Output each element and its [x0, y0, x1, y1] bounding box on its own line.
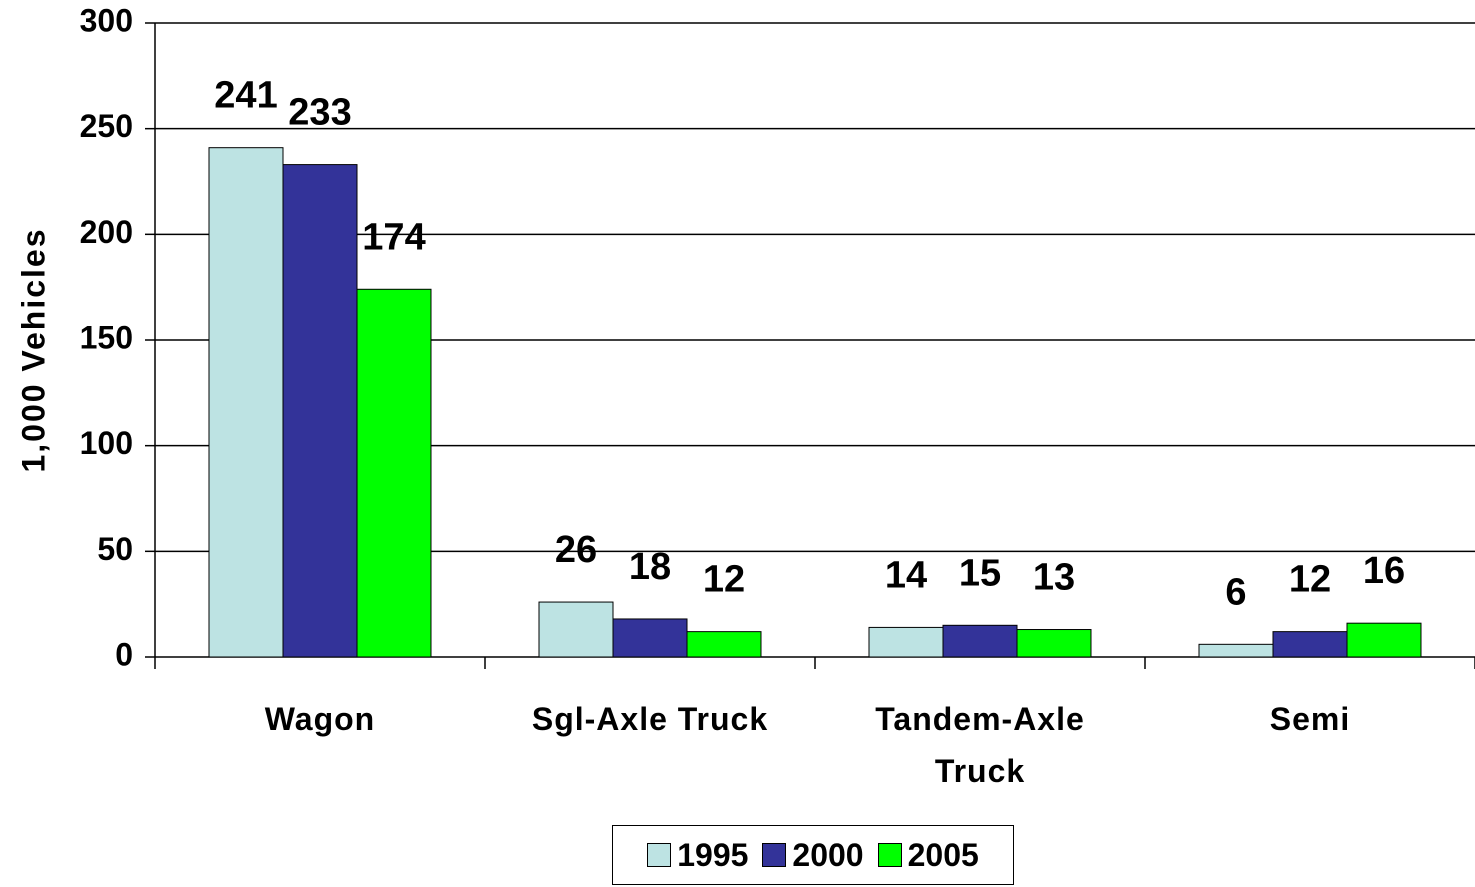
legend-label: 1995	[677, 836, 749, 873]
legend: 1995 2000 2005	[612, 825, 1014, 885]
bar	[538, 601, 614, 658]
bar	[868, 626, 944, 658]
data-label: 26	[555, 529, 597, 571]
bar	[612, 618, 688, 658]
x-tick-label: Wagon	[264, 701, 376, 737]
data-label: 14	[885, 554, 927, 596]
bar	[686, 631, 762, 658]
y-tick-label: 100	[80, 425, 133, 461]
y-tick-label: 300	[80, 2, 133, 38]
legend-label: 2005	[907, 836, 979, 873]
legend-item: 1995	[647, 837, 748, 874]
data-label: 6	[1225, 571, 1246, 613]
x-tick-label: Sgl-Axle Truck	[531, 701, 769, 737]
bar	[942, 624, 1018, 658]
bar	[1272, 631, 1348, 658]
y-tick-label: 200	[80, 214, 133, 250]
legend-item: 2005	[877, 836, 979, 874]
data-label: 241	[214, 75, 277, 117]
data-label: 233	[288, 92, 351, 134]
y-tick-label: 0	[115, 636, 133, 672]
bar	[1016, 629, 1092, 658]
legend-label: 2000	[792, 836, 864, 873]
data-label: 12	[703, 559, 745, 601]
x-tick-label: Semi	[1269, 701, 1351, 737]
bar	[208, 147, 284, 658]
data-label: 18	[629, 546, 671, 588]
y-tick-label: 150	[80, 319, 133, 355]
data-label: 12	[1289, 559, 1331, 601]
legend-swatch	[877, 843, 902, 867]
data-label: 16	[1363, 550, 1405, 592]
bar	[356, 288, 432, 658]
bar	[282, 164, 358, 658]
data-label: 13	[1033, 557, 1075, 599]
bar	[1198, 643, 1274, 658]
y-tick-label: 250	[80, 108, 133, 144]
legend-swatch	[762, 843, 787, 867]
y-tick-label: 50	[97, 531, 133, 567]
data-label: 174	[362, 216, 425, 258]
bar	[1346, 622, 1422, 658]
x-tick-label: Tandem-Axle Truck	[875, 701, 1085, 789]
legend-item: 2000	[762, 836, 864, 874]
y-axis-title: 1,000 Vehicles	[15, 227, 51, 472]
legend-swatch	[647, 843, 672, 867]
data-label: 15	[959, 552, 1001, 594]
